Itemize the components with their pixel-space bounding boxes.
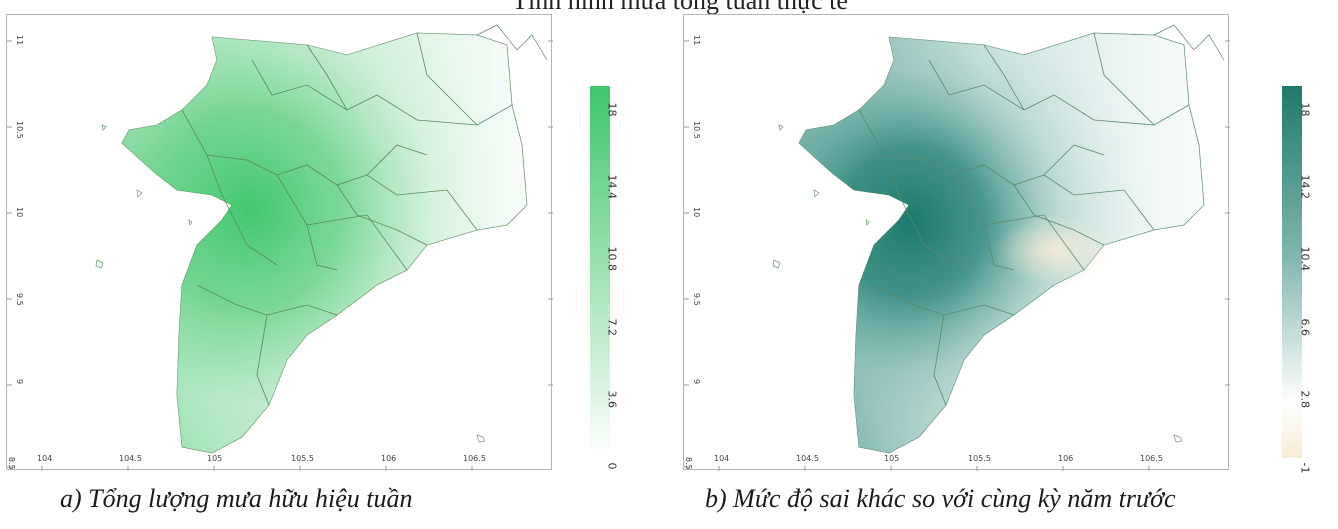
colorbar-a-tick-1: 18 xyxy=(605,102,619,117)
colorbar-b-tick-6: -1 xyxy=(1298,462,1312,474)
colorbar-b-tick-4: 6.6 xyxy=(1298,318,1312,337)
caption-b: b) Mức độ sai khác so với cùng kỳ năm tr… xyxy=(705,484,1176,513)
lat-tick-b-3: 10 xyxy=(692,207,701,217)
lon-tick-b-6: 106.5 xyxy=(1140,454,1163,463)
lon-tick-a-3: 105 xyxy=(207,454,222,463)
lat-tick-b-6: 8.5 xyxy=(684,457,693,470)
lon-tick-b-5: 106 xyxy=(1058,454,1073,463)
lon-tick-b-1: 104 xyxy=(714,454,729,463)
figure-title: Tình hình mưa tổng tuần thực tế xyxy=(512,0,848,15)
lon-tick-b-4: 105.5 xyxy=(968,454,991,463)
lat-tick-a-4: 9.5 xyxy=(15,293,24,306)
lon-tick-a-4: 105.5 xyxy=(291,454,314,463)
map-canvas-b: 104 104.5 105 105.5 106 106.5 11 10.5 10… xyxy=(684,24,1230,471)
colorbar-b-tick-5: 2.8 xyxy=(1298,390,1312,409)
colorbar-a-tick-2: 14.4 xyxy=(605,174,619,200)
lat-tick-a-3: 10 xyxy=(15,207,24,217)
colorbar-a xyxy=(590,86,610,458)
colorbar-a-tick-5: 3.6 xyxy=(605,390,619,409)
colorbar-b-tick-3: 10.4 xyxy=(1298,246,1312,272)
colorbar-a-tick-6: 0 xyxy=(605,462,619,470)
province-borders-a xyxy=(181,32,513,406)
lat-tick-b-2: 10.5 xyxy=(692,121,701,139)
lon-tick-b-3: 105 xyxy=(884,454,899,463)
colorbar-b-tick-1: 18 xyxy=(1298,102,1312,117)
lon-tick-a-1: 104 xyxy=(37,454,52,463)
colorbar-b xyxy=(1282,86,1302,458)
map-panel-a: 104 104.5 105 105.5 106 106.5 11 10.5 10… xyxy=(6,14,553,471)
colorbar-a-tick-3: 10.8 xyxy=(605,246,619,272)
lat-tick-a-5: 9 xyxy=(15,379,24,384)
map-canvas-a: 104 104.5 105 105.5 106 106.5 11 10.5 10… xyxy=(7,24,553,471)
lat-tick-b-4: 9.5 xyxy=(692,293,701,306)
map-panel-b: 104 104.5 105 105.5 106 106.5 11 10.5 10… xyxy=(683,14,1230,471)
colorbar-b-tick-2: 14.2 xyxy=(1298,174,1312,200)
lat-tick-b-5: 9 xyxy=(692,379,701,384)
lon-tick-a-2: 104.5 xyxy=(119,454,142,463)
lat-tick-a-2: 10.5 xyxy=(15,121,24,139)
caption-a: a) Tổng lượng mưa hữu hiệu tuần xyxy=(60,484,413,513)
lon-tick-b-2: 104.5 xyxy=(796,454,819,463)
lon-tick-a-6: 106.5 xyxy=(463,454,486,463)
colorbar-a-tick-4: 7.2 xyxy=(605,318,619,337)
lat-tick-b-1: 11 xyxy=(692,35,701,45)
province-borders-b xyxy=(858,32,1190,406)
lat-tick-a-1: 11 xyxy=(15,35,24,45)
lat-tick-a-6: 8.5 xyxy=(7,457,16,470)
lon-tick-a-5: 106 xyxy=(381,454,396,463)
